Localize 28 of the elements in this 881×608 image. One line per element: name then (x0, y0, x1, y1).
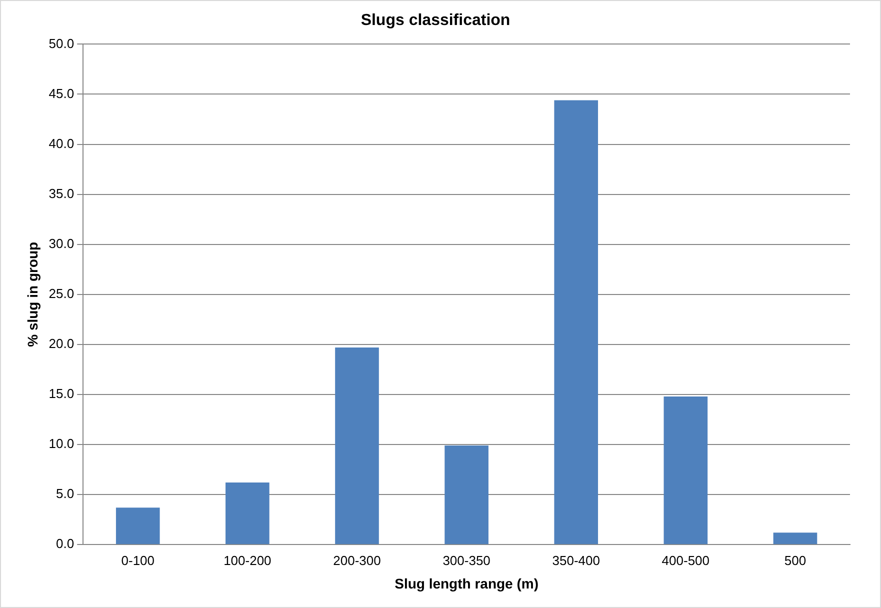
x-tick-label: 0-100 (121, 552, 155, 568)
y-tick-label: 10.0 (48, 436, 74, 452)
y-tick-label: 45.0 (48, 86, 74, 101)
y-tick-label: 40.0 (48, 136, 74, 151)
x-tick-label: 400-500 (662, 552, 710, 568)
y-tick-label: 30.0 (48, 236, 74, 251)
bar (773, 532, 818, 544)
y-tick-label: 5.0 (56, 486, 74, 502)
x-tick-label: 500 (784, 552, 806, 568)
y-tick-label: 20.0 (48, 336, 74, 352)
chart-title: Slugs classification (360, 12, 510, 30)
y-tick-label: 35.0 (48, 186, 74, 201)
y-axis-title: % slug in group (24, 242, 40, 347)
x-tick-label: 350-400 (552, 552, 600, 568)
y-tick-label: 15.0 (48, 386, 74, 402)
bar (444, 446, 488, 544)
y-tick-label: 50.0 (48, 36, 74, 51)
x-tick-label: 100-200 (224, 552, 272, 568)
x-tick-label: 200-300 (333, 552, 381, 568)
bar (554, 100, 598, 544)
y-tick-label: 0.0 (56, 536, 74, 552)
bar (664, 396, 708, 544)
bar (116, 508, 160, 544)
bar (226, 482, 270, 544)
x-axis-title: Slug length range (m) (394, 575, 538, 592)
x-tick-label: 300-350 (442, 552, 490, 568)
bar (335, 347, 379, 544)
y-tick-label: 25.0 (48, 286, 74, 301)
